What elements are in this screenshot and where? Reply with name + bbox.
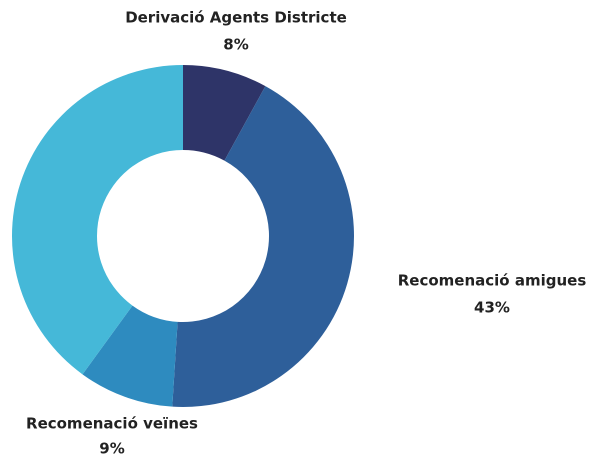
segment-label: Derivació Agents Districte [125, 9, 347, 27]
value-label: 9% [99, 440, 124, 458]
segment-label: Recomenació amigues [398, 272, 587, 290]
value-label: 43% [474, 299, 510, 317]
donut-segment [82, 305, 178, 407]
donut-segment [11, 65, 183, 375]
donut-segment [172, 86, 355, 408]
value-label: 8% [223, 36, 248, 54]
segment-label: Recomenació veïnes [26, 415, 198, 433]
donut-segment [183, 65, 266, 161]
